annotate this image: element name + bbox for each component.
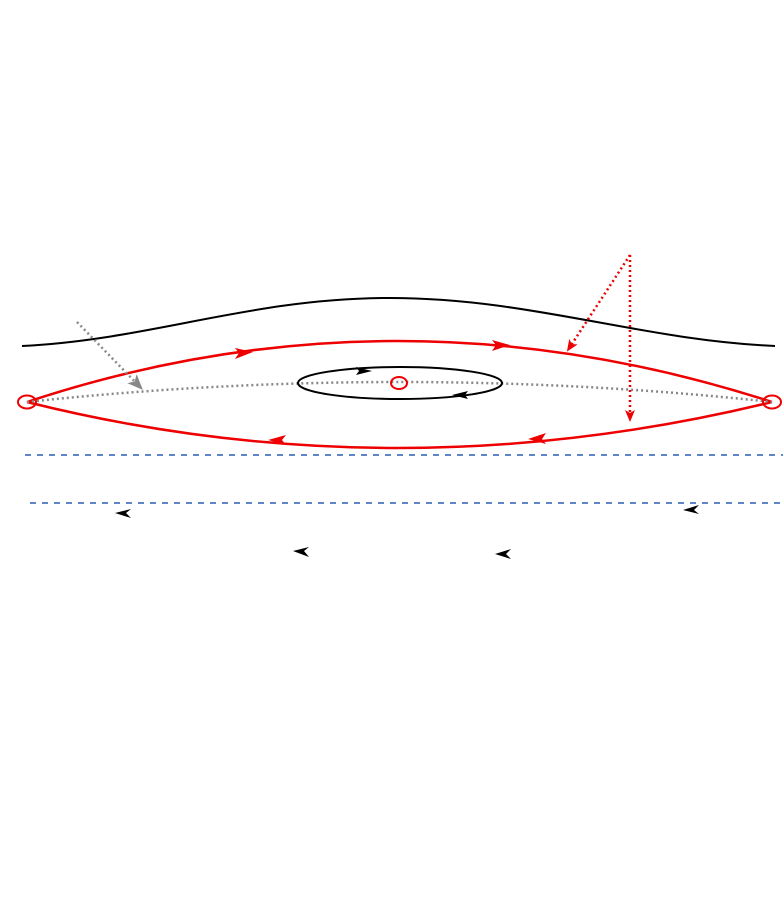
saddle-right [762,394,782,410]
center-point [390,376,408,390]
saddle-left [17,394,37,410]
upper-separatrix [26,339,773,404]
arrowhead [115,509,131,518]
arrowhead [683,505,699,514]
pointer-gray [76,321,143,390]
arrowhead [495,549,511,559]
lower-separatrix [26,400,773,450]
dotted-axis [26,380,773,404]
arrowhead [235,348,253,359]
arrowhead [528,433,546,444]
outer-curve [21,296,776,347]
arrowhead [268,435,286,445]
arrowhead [356,367,372,375]
orbit [297,366,503,400]
pointer-red [566,254,632,352]
arrowhead [293,547,309,557]
arrowhead [452,391,468,399]
arrowhead [492,340,510,351]
